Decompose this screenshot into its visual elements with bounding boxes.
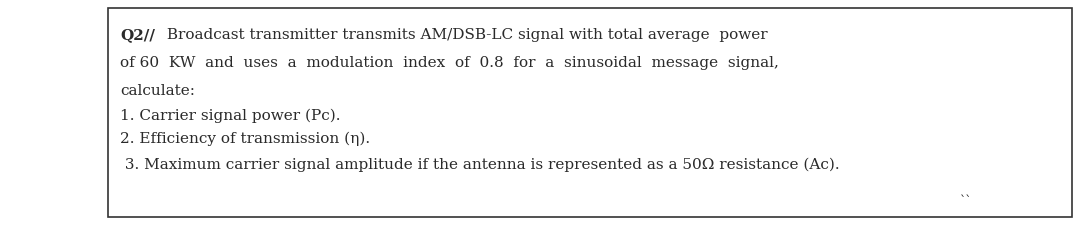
Text: Broadcast transmitter transmits AM/DSB-LC signal with total average  power: Broadcast transmitter transmits AM/DSB-L…	[162, 28, 768, 42]
Text: 3. Maximum carrier signal amplitude if the antenna is represented as a 50Ω resis: 3. Maximum carrier signal amplitude if t…	[120, 158, 839, 172]
Text: ``: ``	[960, 195, 972, 208]
Text: calculate:: calculate:	[120, 84, 195, 98]
Text: 1. Carrier signal power (Pc).: 1. Carrier signal power (Pc).	[120, 109, 340, 123]
Text: 2. Efficiency of transmission (η).: 2. Efficiency of transmission (η).	[120, 132, 370, 146]
Text: of 60  KW  and  uses  a  modulation  index  of  0.8  for  a  sinusoidal  message: of 60 KW and uses a modulation index of …	[120, 56, 779, 70]
Bar	[108, 8, 1072, 217]
Text: Q2//: Q2//	[120, 28, 156, 42]
